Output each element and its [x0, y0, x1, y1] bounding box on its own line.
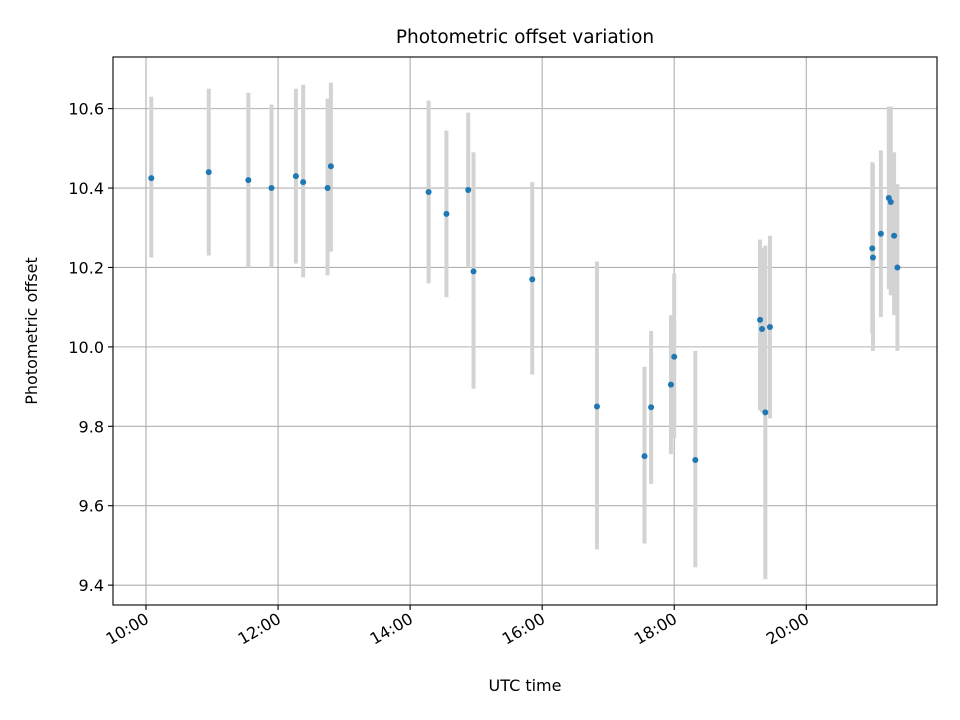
- data-point: [268, 185, 275, 192]
- x-tick-label: 14:00: [367, 609, 416, 649]
- y-axis-ticks: 9.4 9.6 9.8 10.0 10.2 10.4 10.6: [68, 100, 113, 595]
- data-point: [245, 177, 252, 184]
- data-point: [757, 316, 764, 323]
- data-point: [470, 268, 477, 275]
- y-axis-label: Photometric offset: [22, 257, 41, 405]
- y-tick-label: 9.6: [79, 497, 104, 516]
- y-tick-label: 10.0: [68, 338, 104, 357]
- data-point: [300, 179, 307, 186]
- data-point: [869, 245, 876, 252]
- x-tick-label: 18:00: [631, 609, 680, 649]
- data-point: [205, 169, 212, 176]
- data-point: [641, 453, 648, 460]
- data-point: [766, 324, 773, 331]
- data-point: [529, 276, 536, 283]
- data-point: [894, 264, 901, 271]
- data-point: [877, 230, 884, 237]
- data-point: [891, 232, 898, 239]
- data-point: [148, 175, 155, 182]
- data-points: [148, 163, 901, 464]
- data-point: [324, 185, 331, 192]
- x-tick-label: 16:00: [499, 609, 548, 649]
- y-tick-label: 10.4: [68, 179, 104, 198]
- data-point: [465, 187, 472, 194]
- data-point: [443, 210, 450, 217]
- data-point: [762, 409, 769, 416]
- plot-frame: [112, 56, 938, 606]
- data-point: [667, 381, 674, 388]
- y-tick-label: 9.8: [79, 417, 104, 436]
- y-tick-label: 9.4: [79, 576, 104, 595]
- data-point: [648, 404, 655, 411]
- x-tick-label: 20:00: [763, 609, 812, 649]
- data-point: [869, 254, 876, 261]
- data-point: [425, 189, 432, 196]
- x-tick-label: 10:00: [103, 609, 152, 649]
- x-axis-ticks: 10:00 12:00 14:00 16:00 18:00 20:00: [103, 605, 812, 649]
- grid-lines: [113, 57, 937, 605]
- x-axis-label: UTC time: [489, 676, 562, 695]
- data-point: [692, 457, 699, 464]
- data-point: [887, 198, 894, 205]
- y-tick-label: 10.2: [68, 258, 104, 277]
- data-point: [292, 173, 299, 180]
- chart-title: Photometric offset variation: [396, 27, 654, 48]
- data-point: [593, 403, 600, 410]
- data-point: [759, 326, 766, 333]
- x-tick-label: 12:00: [235, 609, 284, 649]
- error-bars: [149, 82, 900, 580]
- data-point: [671, 353, 678, 360]
- data-point: [327, 163, 334, 170]
- y-tick-label: 10.6: [68, 100, 104, 119]
